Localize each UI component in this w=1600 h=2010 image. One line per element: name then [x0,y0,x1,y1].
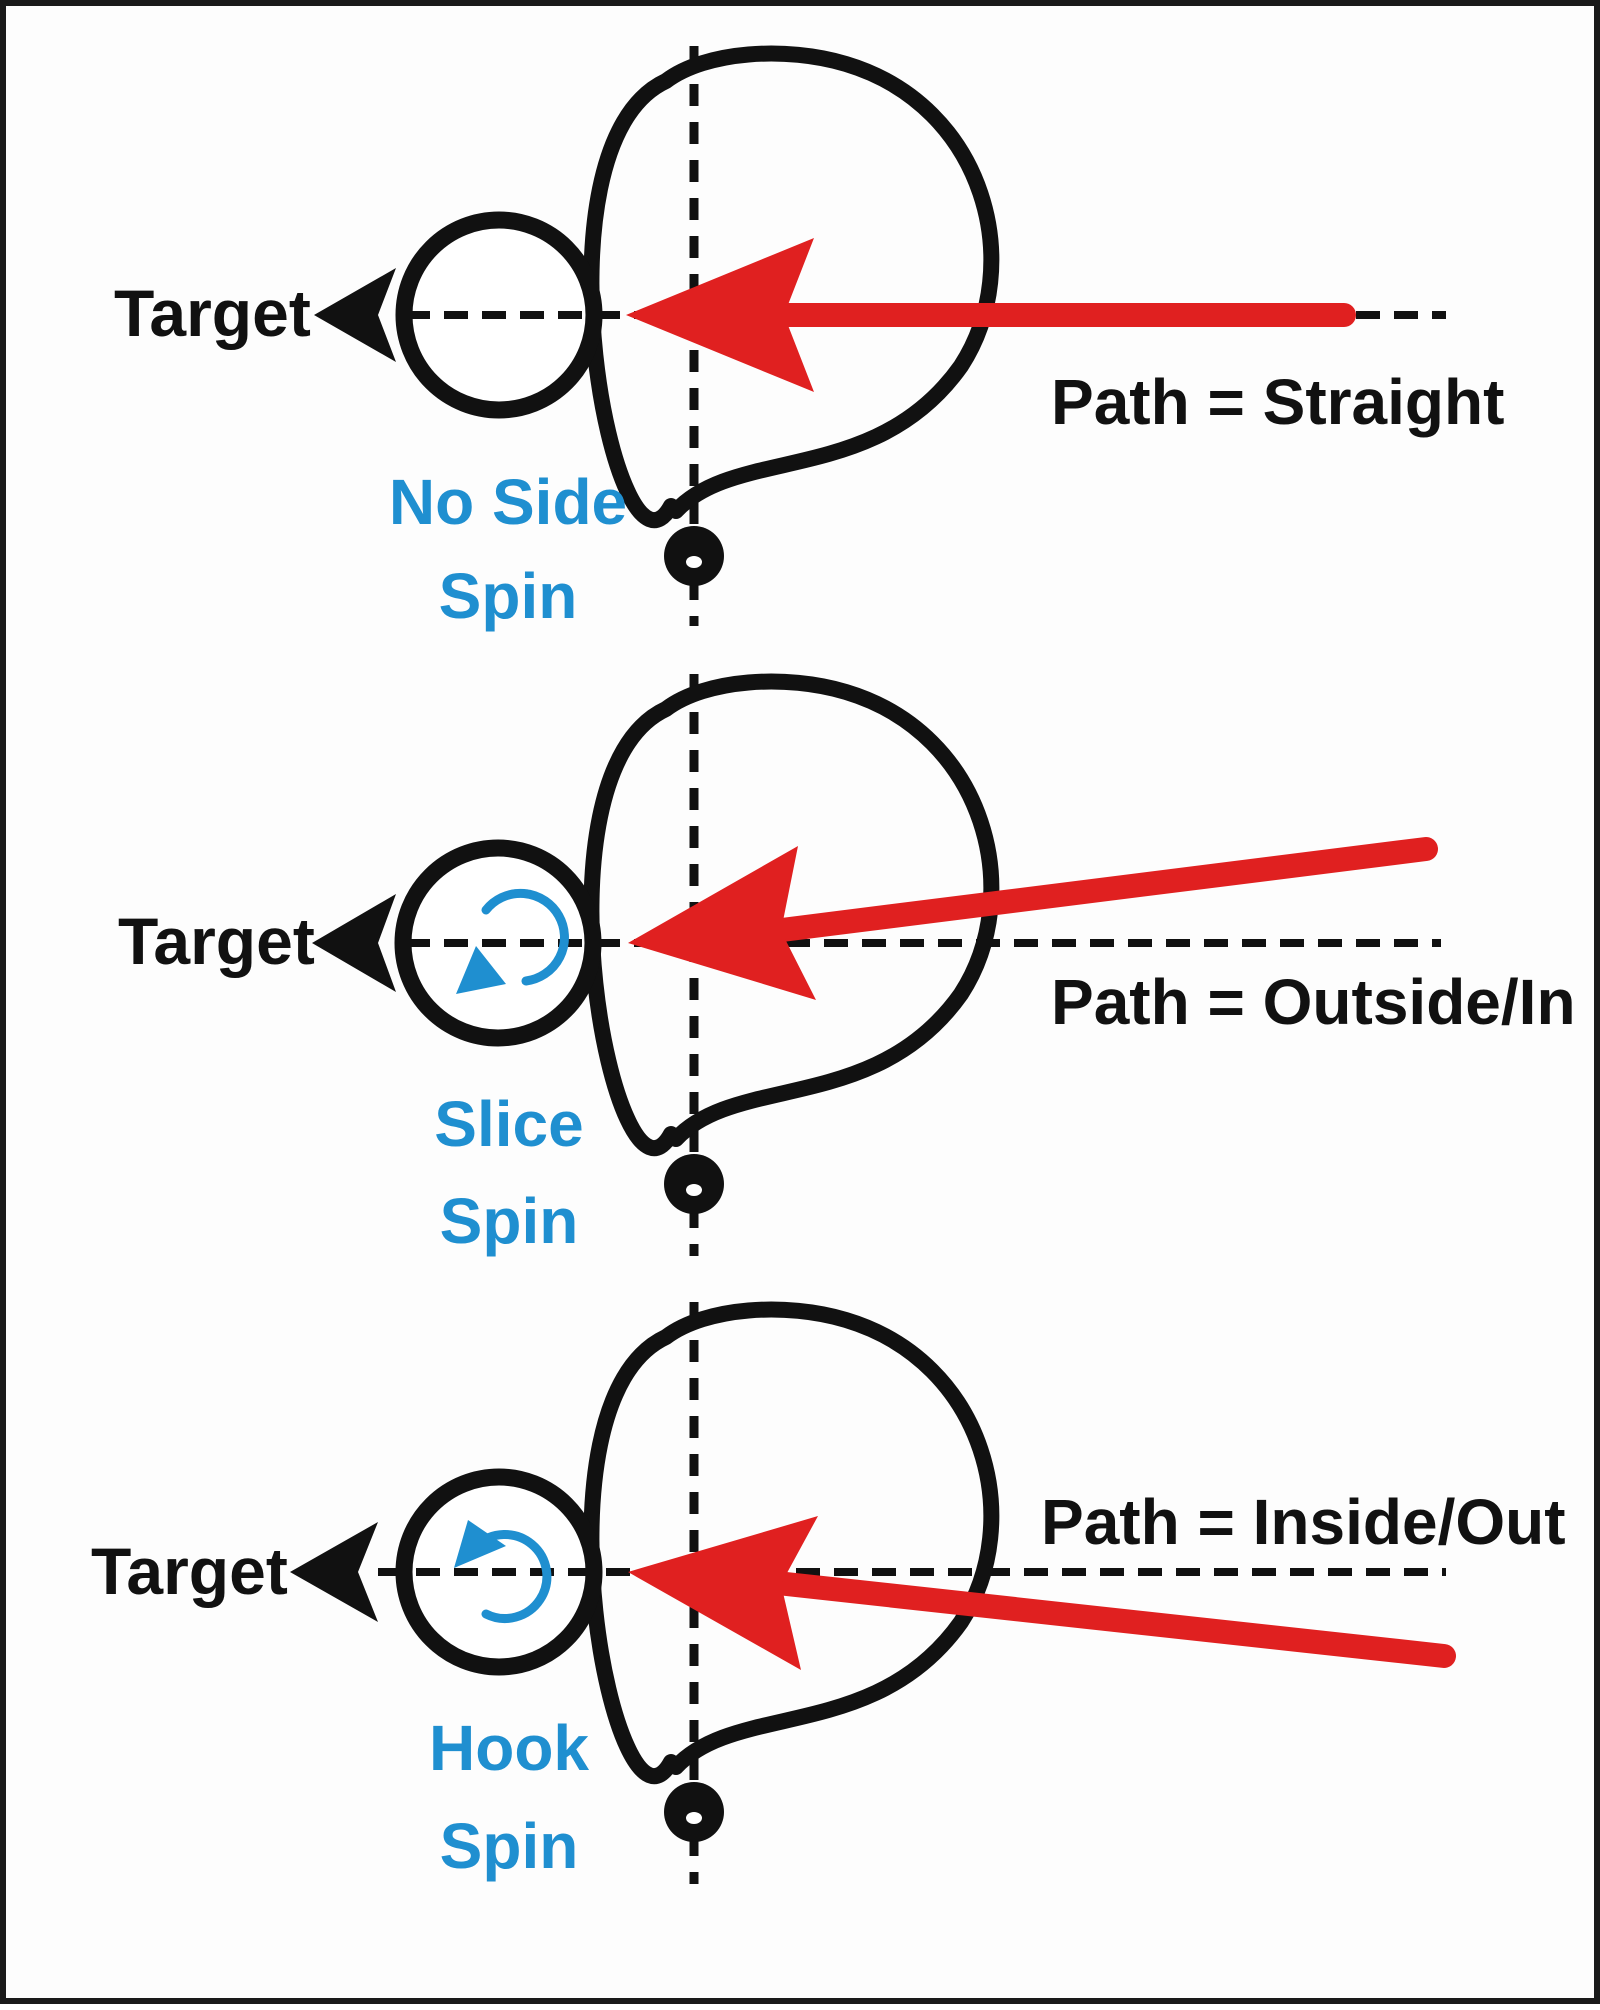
swing-path-arrowhead [628,846,816,1000]
path-label: Path = Outside/In [1051,966,1576,1038]
swing-path-arrow-shaft [756,1570,1456,1668]
path-label: Path = Straight [1051,366,1504,438]
swing-path-arrow-shaft [754,837,1438,944]
swing-path-diagram: Target Path = Straight No Side Spin Targ… [91,6,1576,1884]
target-arrowhead-icon [312,894,396,992]
slice-spin-icon [456,888,569,994]
target-label: Target [91,1534,288,1608]
spin-label-line1: Hook [429,1712,589,1784]
target-arrowhead-icon [314,268,396,362]
spin-label-line1: No Side [389,466,627,538]
target-arrowhead-icon [290,1522,378,1622]
swing-path-arrowhead [628,1516,818,1670]
spin-label-line2: Spin [440,1185,579,1257]
panel-straight: Target Path = Straight No Side Spin [114,46,1504,632]
hook-spin-icon [454,1520,552,1623]
panel-outside-in: Target Path = Outside/In Slice Spin [118,674,1576,1257]
panel-inside-out: Target Path = Inside/Out Hook Spin [91,1302,1566,1884]
path-label: Path = Inside/Out [1041,1486,1566,1558]
target-label: Target [118,904,315,978]
spin-label-line2: Spin [440,1810,579,1882]
target-label: Target [114,276,311,350]
swing-path-arrowhead [626,238,814,392]
spin-label-line1: Slice [434,1088,583,1160]
spin-label-line2: Spin [439,560,578,632]
